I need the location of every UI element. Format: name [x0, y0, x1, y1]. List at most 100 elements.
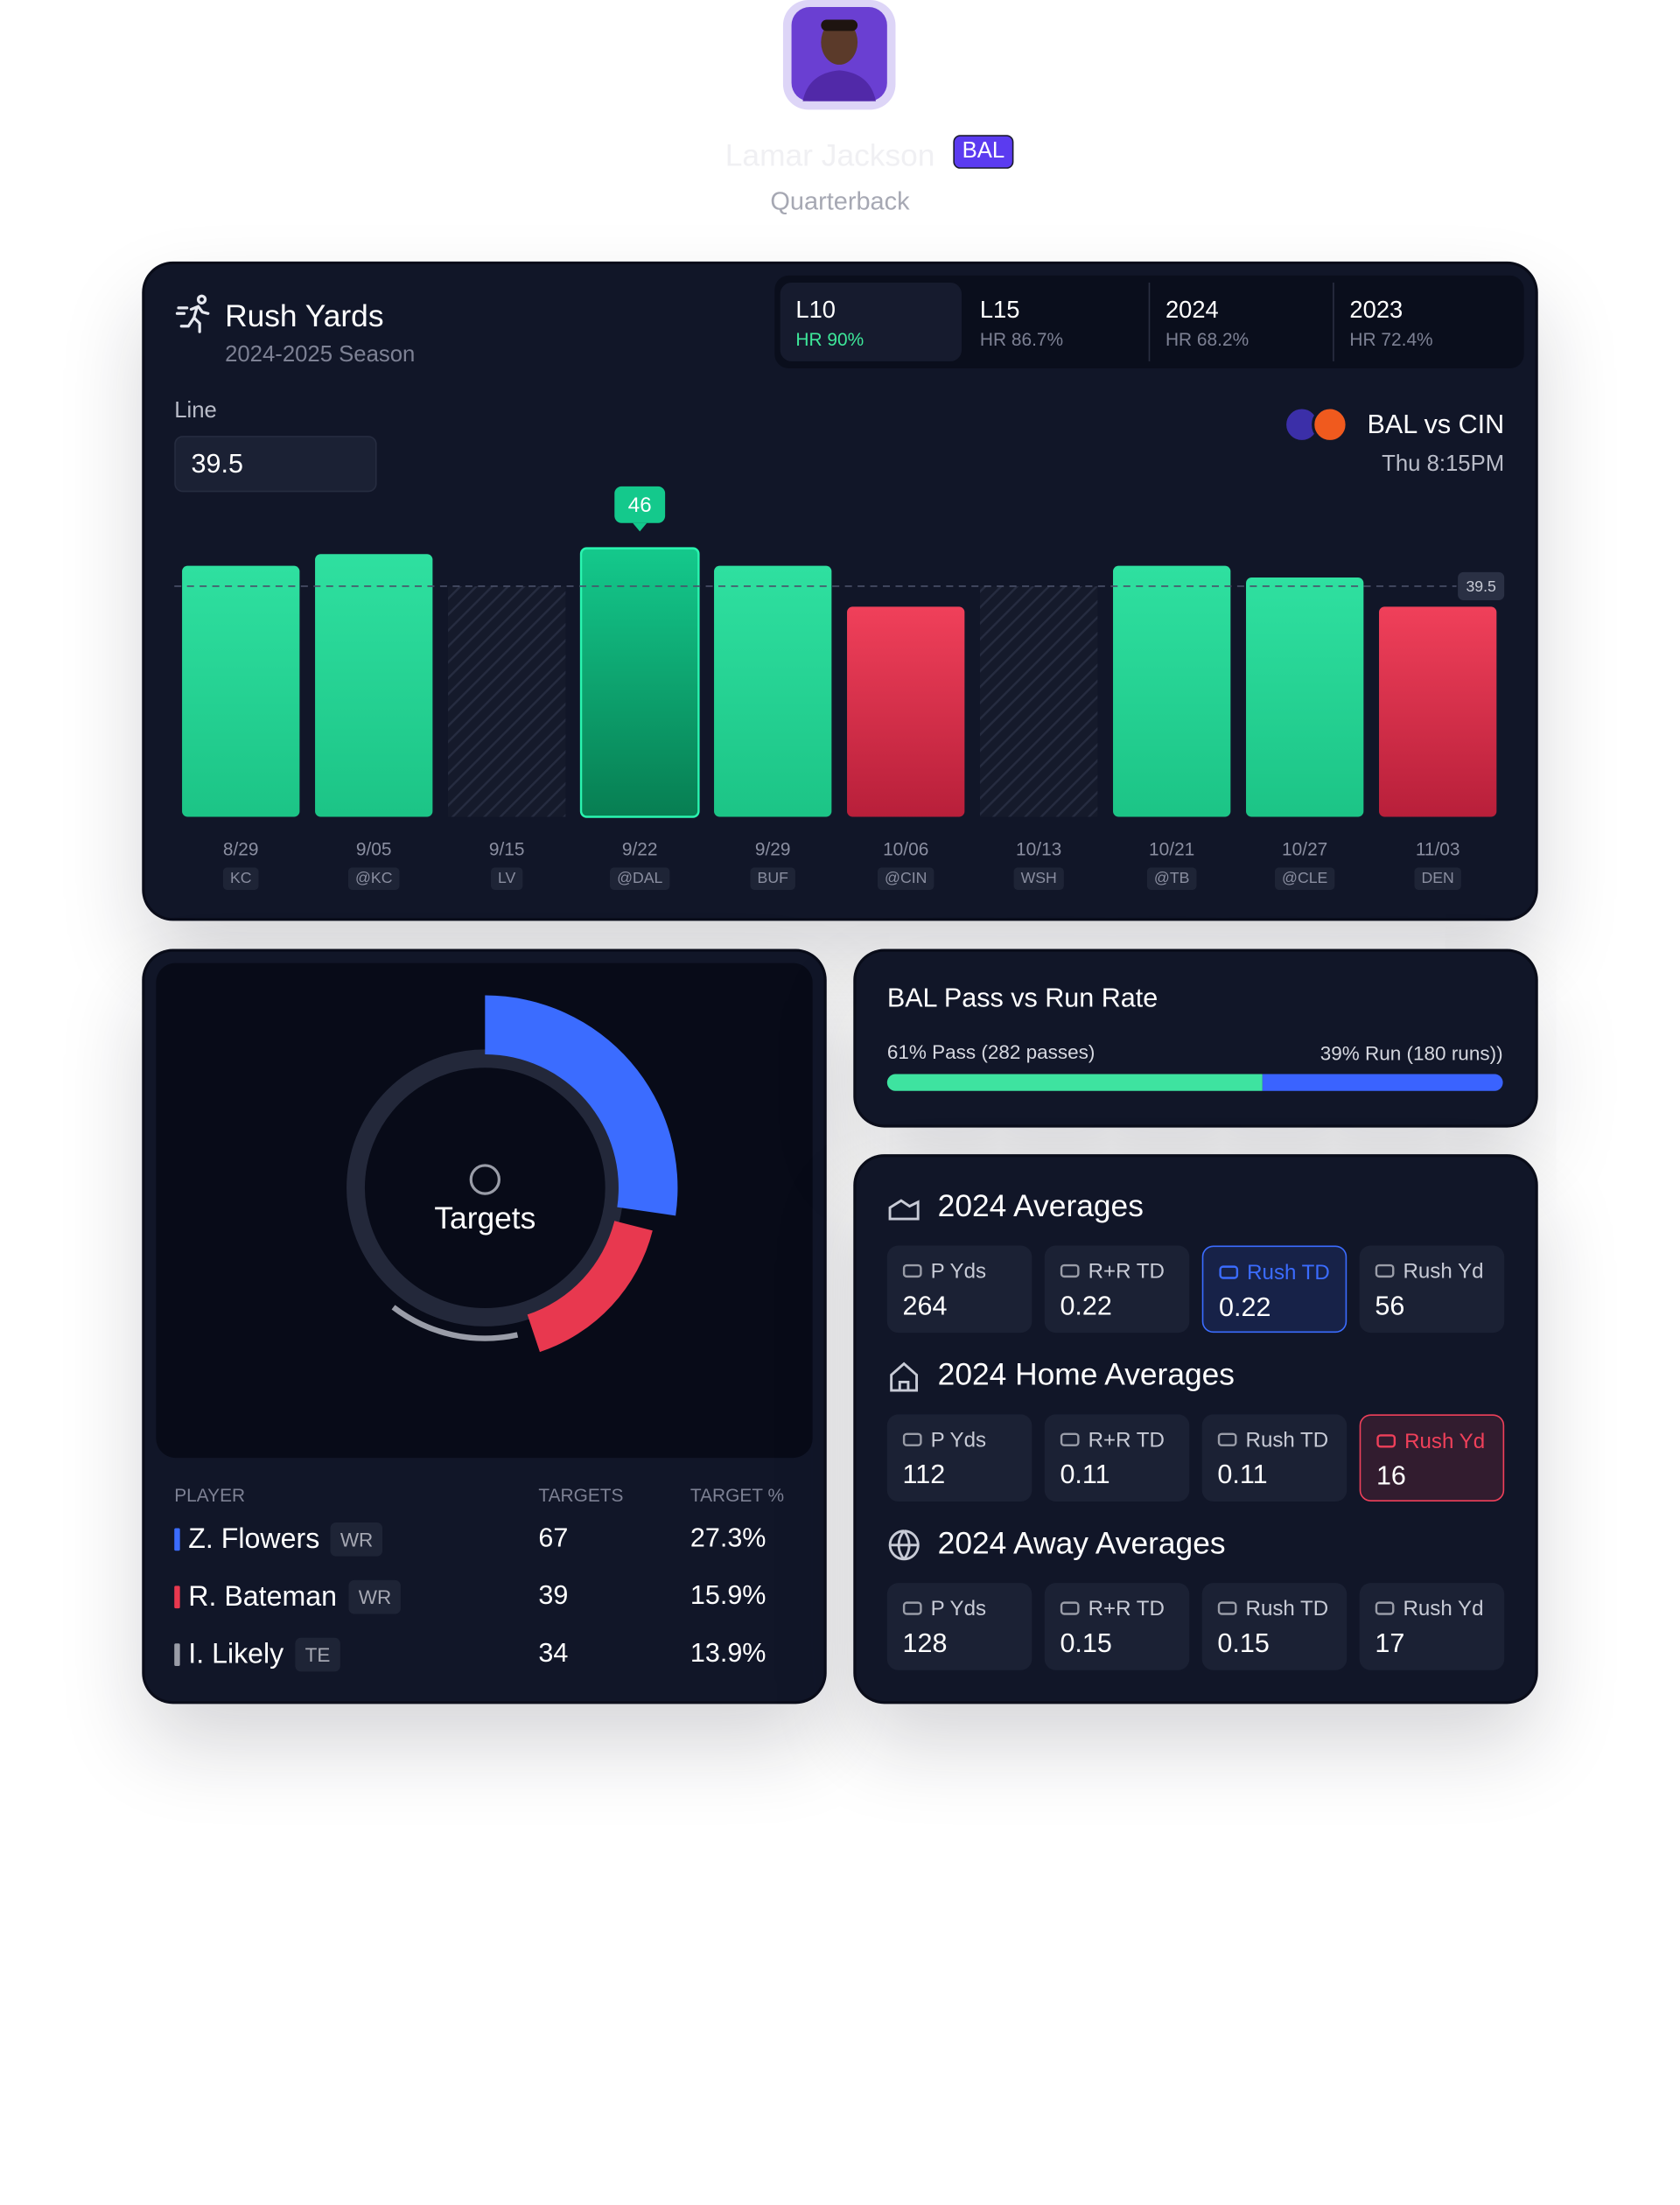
donut-chart: Targets	[346, 995, 678, 1353]
game-opponent: @TB	[1154, 869, 1190, 886]
stat-value: 0.22	[1060, 1292, 1112, 1322]
section-title: 2024 Averages	[937, 1187, 1144, 1223]
matchup: BAL vs CIN	[1367, 410, 1505, 440]
player-color	[174, 1643, 180, 1666]
stat-label: P Yds	[930, 1597, 987, 1621]
stat-value: 128	[902, 1629, 948, 1659]
line-input[interactable]: 39.5	[174, 436, 377, 493]
value-label: 46	[628, 494, 652, 517]
stat-icon	[1060, 1432, 1080, 1446]
stat-icon-shape	[902, 1264, 922, 1278]
targets-value: 67	[538, 1523, 569, 1554]
line-badge-label: 39.5	[1466, 578, 1496, 595]
opponent-pill	[1275, 867, 1335, 891]
stat-icon-shape	[902, 1601, 922, 1615]
section-icon-shape	[888, 1530, 920, 1561]
tab[interactable]: 2024 HR 68.2%	[1148, 282, 1330, 361]
run-icon	[175, 294, 210, 333]
stat-icon-shape	[1060, 1432, 1080, 1446]
stat-value: 0.22	[1219, 1293, 1271, 1323]
opponent-pill	[1414, 867, 1461, 891]
bar	[714, 565, 832, 817]
targets-value: 34	[538, 1639, 569, 1670]
cin-logo	[1312, 406, 1348, 444]
stat-cell: R+R TD 0.15	[1044, 1583, 1190, 1670]
rush-yards-card: Rush Yards 2024-2025 Season L10 HR 90% L15 HR…	[144, 264, 1536, 919]
tab-label: L15	[979, 297, 1020, 324]
card-subtitle: 2024-2025 Season	[225, 343, 416, 368]
opponent-pill	[610, 867, 670, 891]
card-title: Rush Yards	[225, 298, 384, 333]
stat-icon	[1217, 1601, 1237, 1615]
stat-label: P Yds	[930, 1428, 987, 1452]
bar	[182, 565, 300, 817]
stat-cell: Rush TD 0.22	[1201, 1245, 1348, 1334]
stat-icon-shape	[1060, 1601, 1080, 1615]
tab[interactable]: 2023 HR 72.4%	[1333, 282, 1514, 361]
opponent-pill	[347, 867, 400, 891]
stat-cell: P Yds 112	[886, 1414, 1032, 1502]
donut-track	[346, 1049, 624, 1326]
bar-chart: 8/29 KC 9/05 @KC 9/15 LV 46 9/22 @DAL 9/29 BUF 10/0…	[174, 486, 1505, 891]
stat-icon	[1375, 1601, 1395, 1615]
missed-game	[980, 585, 1098, 817]
stat-value: 112	[902, 1460, 946, 1491]
missed-game	[448, 585, 566, 817]
game-opponent: DEN	[1422, 869, 1454, 886]
football-icon	[469, 1164, 500, 1195]
player-name: Z. Flowers	[188, 1523, 320, 1556]
opponent-pill	[750, 867, 795, 891]
target-pct: 27.3%	[690, 1523, 766, 1554]
team-badge: BAL	[953, 135, 1014, 169]
avatar	[782, 0, 896, 110]
stat-value: 0.11	[1060, 1460, 1110, 1491]
stat-cell: P Yds 264	[886, 1245, 1032, 1334]
target-pct: 13.9%	[690, 1639, 766, 1670]
player-name: R. Bateman	[188, 1581, 337, 1613]
line-label: Line	[174, 399, 217, 424]
stat-label: R+R TD	[1088, 1259, 1165, 1284]
section-title: 2024 Home Averages	[937, 1356, 1235, 1392]
game-date: 9/29	[755, 840, 791, 860]
tab-hit-rate: HR 68.2%	[1165, 328, 1250, 351]
targets-card: Targets PLAYER TARGETS TARGET % Z. Flowers WR…	[144, 951, 824, 1702]
stat-label: Rush TD	[1245, 1597, 1329, 1621]
game-date: 11/03	[1416, 840, 1460, 860]
stat-cell: R+R TD 0.11	[1044, 1414, 1190, 1502]
table-header: TARGETS	[538, 1484, 624, 1506]
section-title: 2024 Away Averages	[937, 1525, 1226, 1561]
value-bubble	[614, 486, 666, 523]
stat-icon-shape	[1375, 1601, 1395, 1615]
game-date: 9/15	[489, 840, 525, 860]
stat-cell: Rush Yd 56	[1359, 1245, 1505, 1334]
tab[interactable]: L15 HR 86.7%	[964, 283, 1145, 361]
target-pct: 15.9%	[690, 1581, 766, 1612]
stat-cell: Rush TD 0.11	[1201, 1414, 1348, 1502]
tab-hit-rate: HR 72.4%	[1349, 328, 1433, 351]
tab[interactable]: L10 HR 90%	[780, 282, 962, 361]
position-pill: TE	[295, 1637, 340, 1672]
tab-label: L10	[795, 297, 836, 324]
game-opponent: @KC	[355, 869, 393, 886]
matchup-time: Thu 8:15PM	[1382, 452, 1505, 477]
stat-icon	[1376, 1434, 1396, 1448]
stat-icon-shape	[1217, 1432, 1237, 1446]
section-icon-shape	[890, 1362, 919, 1392]
section-icon	[888, 1199, 920, 1221]
stat-icon-shape	[902, 1432, 922, 1446]
section-icon	[890, 1362, 919, 1392]
game-date: 10/21	[1149, 840, 1194, 860]
stat-value: 0.15	[1060, 1629, 1112, 1659]
stat-icon	[902, 1264, 922, 1278]
donut-title: Targets	[434, 1201, 536, 1236]
pass-bar	[886, 1074, 1264, 1091]
opponent-pill	[877, 867, 934, 891]
stat-label: Rush Yd	[1404, 1430, 1486, 1454]
table-header: PLAYER	[174, 1484, 246, 1506]
stat-value: 0.15	[1217, 1629, 1270, 1659]
stat-icon	[1375, 1264, 1395, 1278]
table-header: TARGET %	[690, 1484, 785, 1506]
stat-label: R+R TD	[1088, 1597, 1165, 1621]
game-opponent: @CLE	[1282, 869, 1327, 886]
